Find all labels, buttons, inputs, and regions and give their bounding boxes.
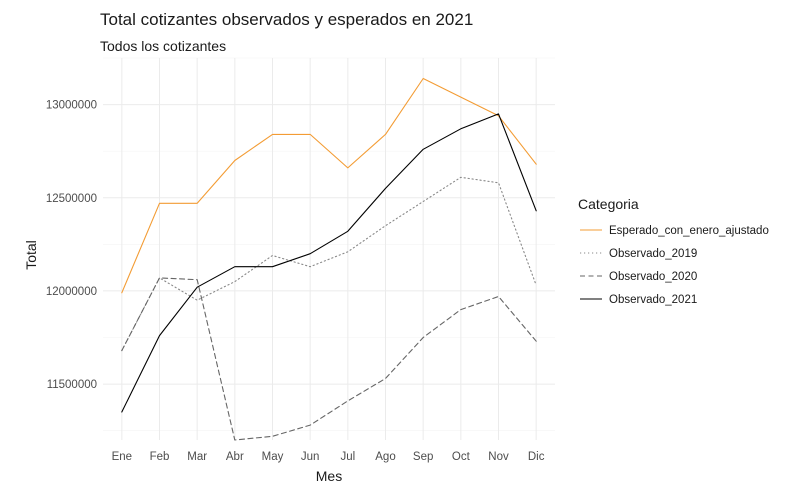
x-axis-ticks: Ene Feb Mar Abr May Jun Jul Ago Sep Oct Nov Dic (112, 451, 545, 463)
series-line-observado_2021 (121, 113, 537, 413)
x-tick-label: May (262, 451, 284, 463)
series-line-observado_2019 (121, 176, 537, 352)
series-line-esperado_con_enero_ajustado (121, 77, 537, 294)
x-tick-label: Feb (150, 451, 170, 463)
y-tick-label: 13000000 (46, 100, 97, 112)
legend-label: Observado_2021 (609, 294, 697, 306)
legend-label: Observado_2020 (609, 271, 697, 283)
grid (103, 57, 555, 440)
x-tick-label: Dic (528, 451, 545, 463)
x-axis-title: Mes (316, 468, 342, 484)
chart-title: Total cotizantes observados y esperados … (100, 10, 473, 29)
y-axis-ticks: 11500000 12000000 12500000 13000000 (46, 100, 97, 392)
legend: Categoria Esperado_con_enero_ajustado Obs… (578, 196, 769, 306)
x-tick-label: Sep (413, 451, 433, 463)
x-tick-label: Ago (375, 451, 395, 463)
y-tick-label: 11500000 (47, 379, 97, 391)
legend-label: Esperado_con_enero_ajustado (609, 225, 769, 237)
x-tick-label: Jul (340, 451, 355, 463)
series-lines (121, 77, 537, 441)
y-tick-label: 12500000 (46, 193, 97, 205)
x-tick-label: Mar (187, 451, 207, 463)
x-tick-label: Abr (226, 451, 244, 463)
legend-title: Categoria (578, 196, 639, 212)
chart-subtitle: Todos los cotizantes (100, 38, 226, 54)
legend-label: Observado_2019 (609, 248, 697, 260)
x-tick-label: Ene (112, 451, 132, 463)
series-line-observado_2020 (121, 277, 537, 441)
x-tick-label: Oct (452, 451, 471, 463)
y-axis-title: Total (23, 240, 39, 270)
x-tick-label: Nov (488, 451, 509, 463)
legend-items: Esperado_con_enero_ajustado Observado_201… (580, 225, 769, 306)
x-tick-label: Jun (301, 451, 320, 463)
y-tick-label: 12000000 (46, 286, 97, 298)
